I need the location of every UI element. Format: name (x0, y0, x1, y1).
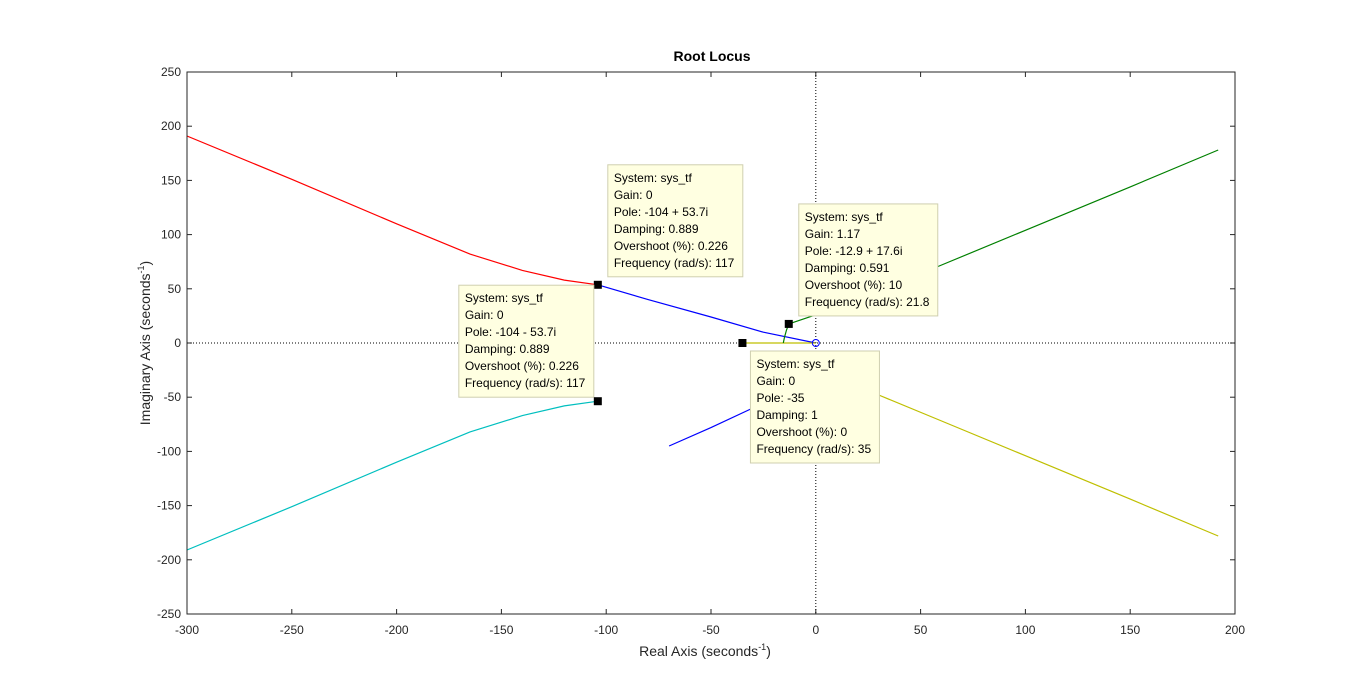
y-tick-label: -200 (157, 553, 181, 567)
datatip-line: System: sys_tf (614, 171, 693, 185)
datatip-line: Overshoot (%): 10 (805, 278, 903, 292)
datatip[interactable]: System: sys_tf Gain: 1.17 Pole: -12.9 + 17… (784, 203, 939, 328)
datatip-line: Damping: 0.889 (465, 342, 550, 356)
datatip-line: System: sys_tf (465, 291, 544, 305)
x-tick-label: -100 (594, 623, 618, 637)
y-tick-label: 50 (168, 282, 182, 296)
y-axis-label-exponent: -1 (136, 265, 146, 273)
datatip[interactable]: System: sys_tf Gain: 0 Pole: -35 Damping: 1… (738, 339, 880, 464)
y-tick-label: 250 (161, 65, 181, 79)
datatip-box (607, 164, 744, 278)
y-axis-label-text: Imaginary Axis (seconds (137, 273, 153, 425)
datatip-marker[interactable] (738, 339, 747, 347)
datatip-line: Gain: 0 (756, 374, 795, 388)
datatips: System: sys_tf Gain: 0 Pole: -104 + 53.7i D… (458, 164, 939, 464)
datatip-line: Damping: 0.591 (805, 261, 890, 275)
datatip-box (798, 203, 939, 317)
datatip-line: Pole: -12.9 + 17.6i (805, 244, 903, 258)
x-axis-label-exponent: -1 (758, 642, 766, 652)
datatip-box (458, 284, 595, 398)
x-tick-label: -200 (385, 623, 409, 637)
datatip-line: Frequency (rad/s): 117 (614, 256, 735, 270)
datatip-box (749, 350, 880, 464)
locus-branch-cyan (187, 400, 598, 551)
y-tick-label: -250 (157, 607, 181, 621)
datatip-line: Damping: 1 (756, 408, 818, 422)
zero-marker (811, 339, 820, 347)
x-tick-label: 0 (812, 623, 819, 637)
zero-markers (811, 339, 820, 347)
y-axis-label: Imaginary Axis (seconds-1) (136, 261, 153, 425)
datatip-line: Gain: 0 (465, 308, 504, 322)
datatip-line: Gain: 1.17 (805, 227, 861, 241)
x-axis-label: Real Axis (seconds-1) (639, 642, 771, 659)
x-tick-label: 200 (1225, 623, 1245, 637)
datatip-line: System: sys_tf (756, 357, 835, 371)
datatip-marker[interactable] (784, 319, 793, 328)
locus-branch-blue (597, 284, 816, 344)
y-tick-label: -100 (157, 444, 181, 458)
y-tick-label: 200 (161, 119, 181, 133)
datatip-line: System: sys_tf (805, 210, 884, 224)
datatip-line: Frequency (rad/s): 35 (756, 442, 871, 456)
x-tick-label: 50 (914, 623, 928, 637)
chart-title: Root Locus (674, 48, 751, 64)
datatip-line: Frequency (rad/s): 21.8 (805, 295, 930, 309)
locus-branches (187, 72, 1235, 614)
datatip-line: Pole: -104 - 53.7i (465, 325, 556, 339)
y-tick-label: 0 (174, 336, 181, 350)
x-tick-label: -300 (175, 623, 199, 637)
datatip-marker[interactable] (593, 280, 602, 289)
x-tick-label: -250 (280, 623, 304, 637)
x-tick-label: -50 (702, 623, 720, 637)
y-tick-label: 150 (161, 173, 181, 187)
datatip-line: Overshoot (%): 0 (756, 425, 847, 439)
datatip-line: Pole: -104 + 53.7i (614, 205, 708, 219)
datatip-line: Damping: 0.889 (614, 222, 699, 236)
x-axis-label-text: Real Axis (seconds (639, 643, 758, 659)
axis-ticks: -300 -250 -200 -150 -100 -50 0 50 100 150 200 -250 -… (157, 65, 1245, 637)
datatip-marker[interactable] (593, 397, 602, 406)
y-tick-label: 100 (161, 228, 181, 242)
x-tick-label: 150 (1120, 623, 1140, 637)
datatip[interactable]: System: sys_tf Gain: 0 Pole: -104 + 53.7i D… (593, 164, 744, 289)
y-tick-label: -50 (164, 390, 182, 404)
axes-box (186, 71, 1236, 615)
datatip-line: Gain: 0 (614, 188, 653, 202)
x-axis-label-close: ) (766, 643, 771, 659)
y-tick-label: -150 (157, 499, 181, 513)
x-tick-label: 100 (1015, 623, 1035, 637)
datatip-line: Overshoot (%): 0.226 (465, 359, 579, 373)
x-tick-label: -150 (489, 623, 513, 637)
datatip-line: Frequency (rad/s): 117 (465, 376, 586, 390)
datatip-line: Pole: -35 (756, 391, 804, 405)
y-axis-label-close: ) (137, 261, 153, 266)
locus-branch-red (187, 135, 598, 286)
datatip[interactable]: System: sys_tf Gain: 0 Pole: -104 - 53.7i D… (458, 284, 602, 406)
datatip-line: Overshoot (%): 0.226 (614, 239, 728, 253)
